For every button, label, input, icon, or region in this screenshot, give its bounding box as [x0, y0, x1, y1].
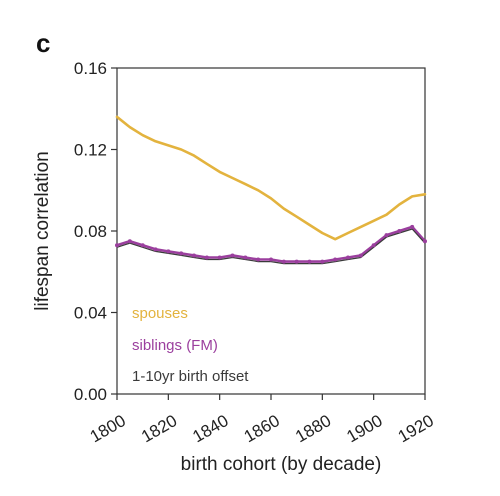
siblings-point [256, 257, 261, 262]
y-axis: 0.00 0.04 0.08 0.12 0.16 [74, 59, 117, 404]
siblings-point [153, 247, 158, 252]
y-tick-label: 0.04 [74, 304, 107, 323]
x-axis: 1800 1820 1840 1860 1880 1900 1920 [87, 394, 437, 446]
y-tick-label: 0.08 [74, 222, 107, 241]
siblings-point [358, 253, 363, 258]
siblings-point [371, 243, 376, 248]
siblings-point [217, 255, 222, 260]
x-tick-label: 1860 [241, 411, 283, 446]
series-line-siblings-fm- [115, 225, 427, 263]
x-tick-label: 1820 [138, 411, 180, 446]
siblings-point [230, 253, 235, 258]
y-tick-label: 0.12 [74, 141, 107, 160]
siblings-point [243, 255, 248, 260]
siblings-point [384, 233, 389, 238]
siblings-point [423, 239, 427, 244]
x-axis-label: birth cohort (by decade) [181, 454, 382, 475]
siblings-point [269, 257, 273, 262]
y-tick-label: 0.00 [74, 385, 107, 404]
siblings-point [320, 259, 325, 264]
siblings-point [410, 224, 415, 229]
x-tick-label: 1920 [395, 411, 437, 446]
y-tick-label: 0.16 [74, 59, 107, 78]
legend-entry: 1-10yr birth offset [132, 368, 249, 385]
siblings-point [204, 255, 209, 260]
x-tick-label: 1900 [343, 411, 385, 446]
siblings-point [307, 259, 312, 264]
series-line-1-10yr-birth-offset [116, 228, 426, 265]
siblings-point [333, 257, 338, 262]
siblings-point [140, 243, 145, 248]
x-tick-label: 1880 [292, 411, 334, 446]
series-line-spouses [115, 115, 427, 241]
y-axis-label: lifespan correlation [32, 151, 53, 310]
siblings-point [115, 243, 119, 248]
x-tick-label: 1800 [87, 411, 129, 446]
legend-entry: siblings (FM) [132, 337, 218, 354]
legend: spouses siblings (FM) 1-10yr birth offset [132, 305, 249, 385]
panel-label: c [36, 28, 50, 58]
legend-entry: spouses [132, 305, 188, 322]
x-tick-label: 1840 [189, 411, 231, 446]
siblings-point [346, 255, 350, 260]
siblings-point [397, 229, 402, 233]
series-layer [115, 115, 427, 265]
siblings-point [127, 239, 132, 244]
siblings-point [166, 249, 171, 254]
siblings-point [179, 251, 184, 256]
siblings-point [192, 253, 196, 258]
siblings-point [281, 259, 286, 264]
siblings-point [294, 259, 299, 264]
